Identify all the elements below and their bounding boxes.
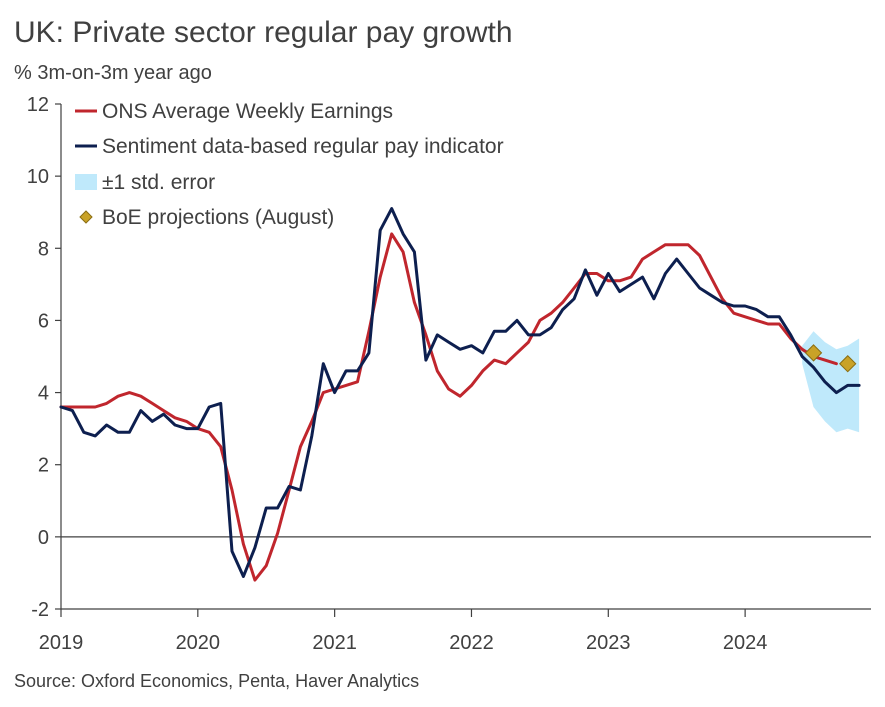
x-tick-label: 2019 bbox=[39, 632, 84, 654]
legend-label: Sentiment data-based regular pay indicat… bbox=[102, 135, 504, 158]
std-error-band bbox=[802, 331, 860, 433]
boe-projection-marker bbox=[804, 344, 823, 362]
y-tick-label: 0 bbox=[38, 527, 49, 549]
legend-label: ONS Average Weekly Earnings bbox=[102, 100, 393, 123]
boe-projection-marker bbox=[839, 355, 857, 373]
x-tick-label: 2020 bbox=[176, 632, 221, 654]
chart-subtitle: % 3m-on-3m year ago bbox=[14, 62, 212, 84]
sentiment-indicator-line bbox=[59, 207, 861, 578]
legend-label: ±1 std. error bbox=[102, 171, 215, 194]
x-tick-label: 2023 bbox=[586, 632, 631, 654]
x-tick-label: 2024 bbox=[723, 632, 768, 654]
y-tick-label: 2 bbox=[38, 455, 49, 477]
x-tick-label: 2022 bbox=[449, 632, 494, 654]
y-tick-label: 8 bbox=[38, 238, 49, 260]
axes: -2 0 2 4 6 8 10 12 2019 2020 2021 2022 2023 2024 bbox=[27, 94, 871, 654]
y-tick-label: 12 bbox=[27, 94, 49, 116]
chart-source: Source: Oxford Economics, Penta, Haver A… bbox=[14, 671, 420, 691]
y-tick-label: -2 bbox=[31, 599, 49, 621]
legend-swatch-band bbox=[75, 174, 97, 190]
chart-title: UK: Private sector regular pay growth bbox=[14, 16, 513, 49]
y-tick-label: 6 bbox=[38, 310, 49, 332]
legend-label: BoE projections (August) bbox=[102, 206, 334, 229]
boe-projection-layer bbox=[804, 344, 857, 373]
ons-awe-line bbox=[59, 232, 838, 582]
y-tick-label: 4 bbox=[38, 383, 49, 405]
x-tick-label: 2021 bbox=[312, 632, 357, 654]
legend: ONS Average Weekly Earnings Sentiment dat… bbox=[75, 100, 504, 229]
y-tick-label: 10 bbox=[27, 166, 49, 188]
legend-swatch-boe bbox=[79, 210, 93, 224]
std-error-band-layer bbox=[802, 331, 860, 433]
series-layer bbox=[59, 207, 861, 582]
